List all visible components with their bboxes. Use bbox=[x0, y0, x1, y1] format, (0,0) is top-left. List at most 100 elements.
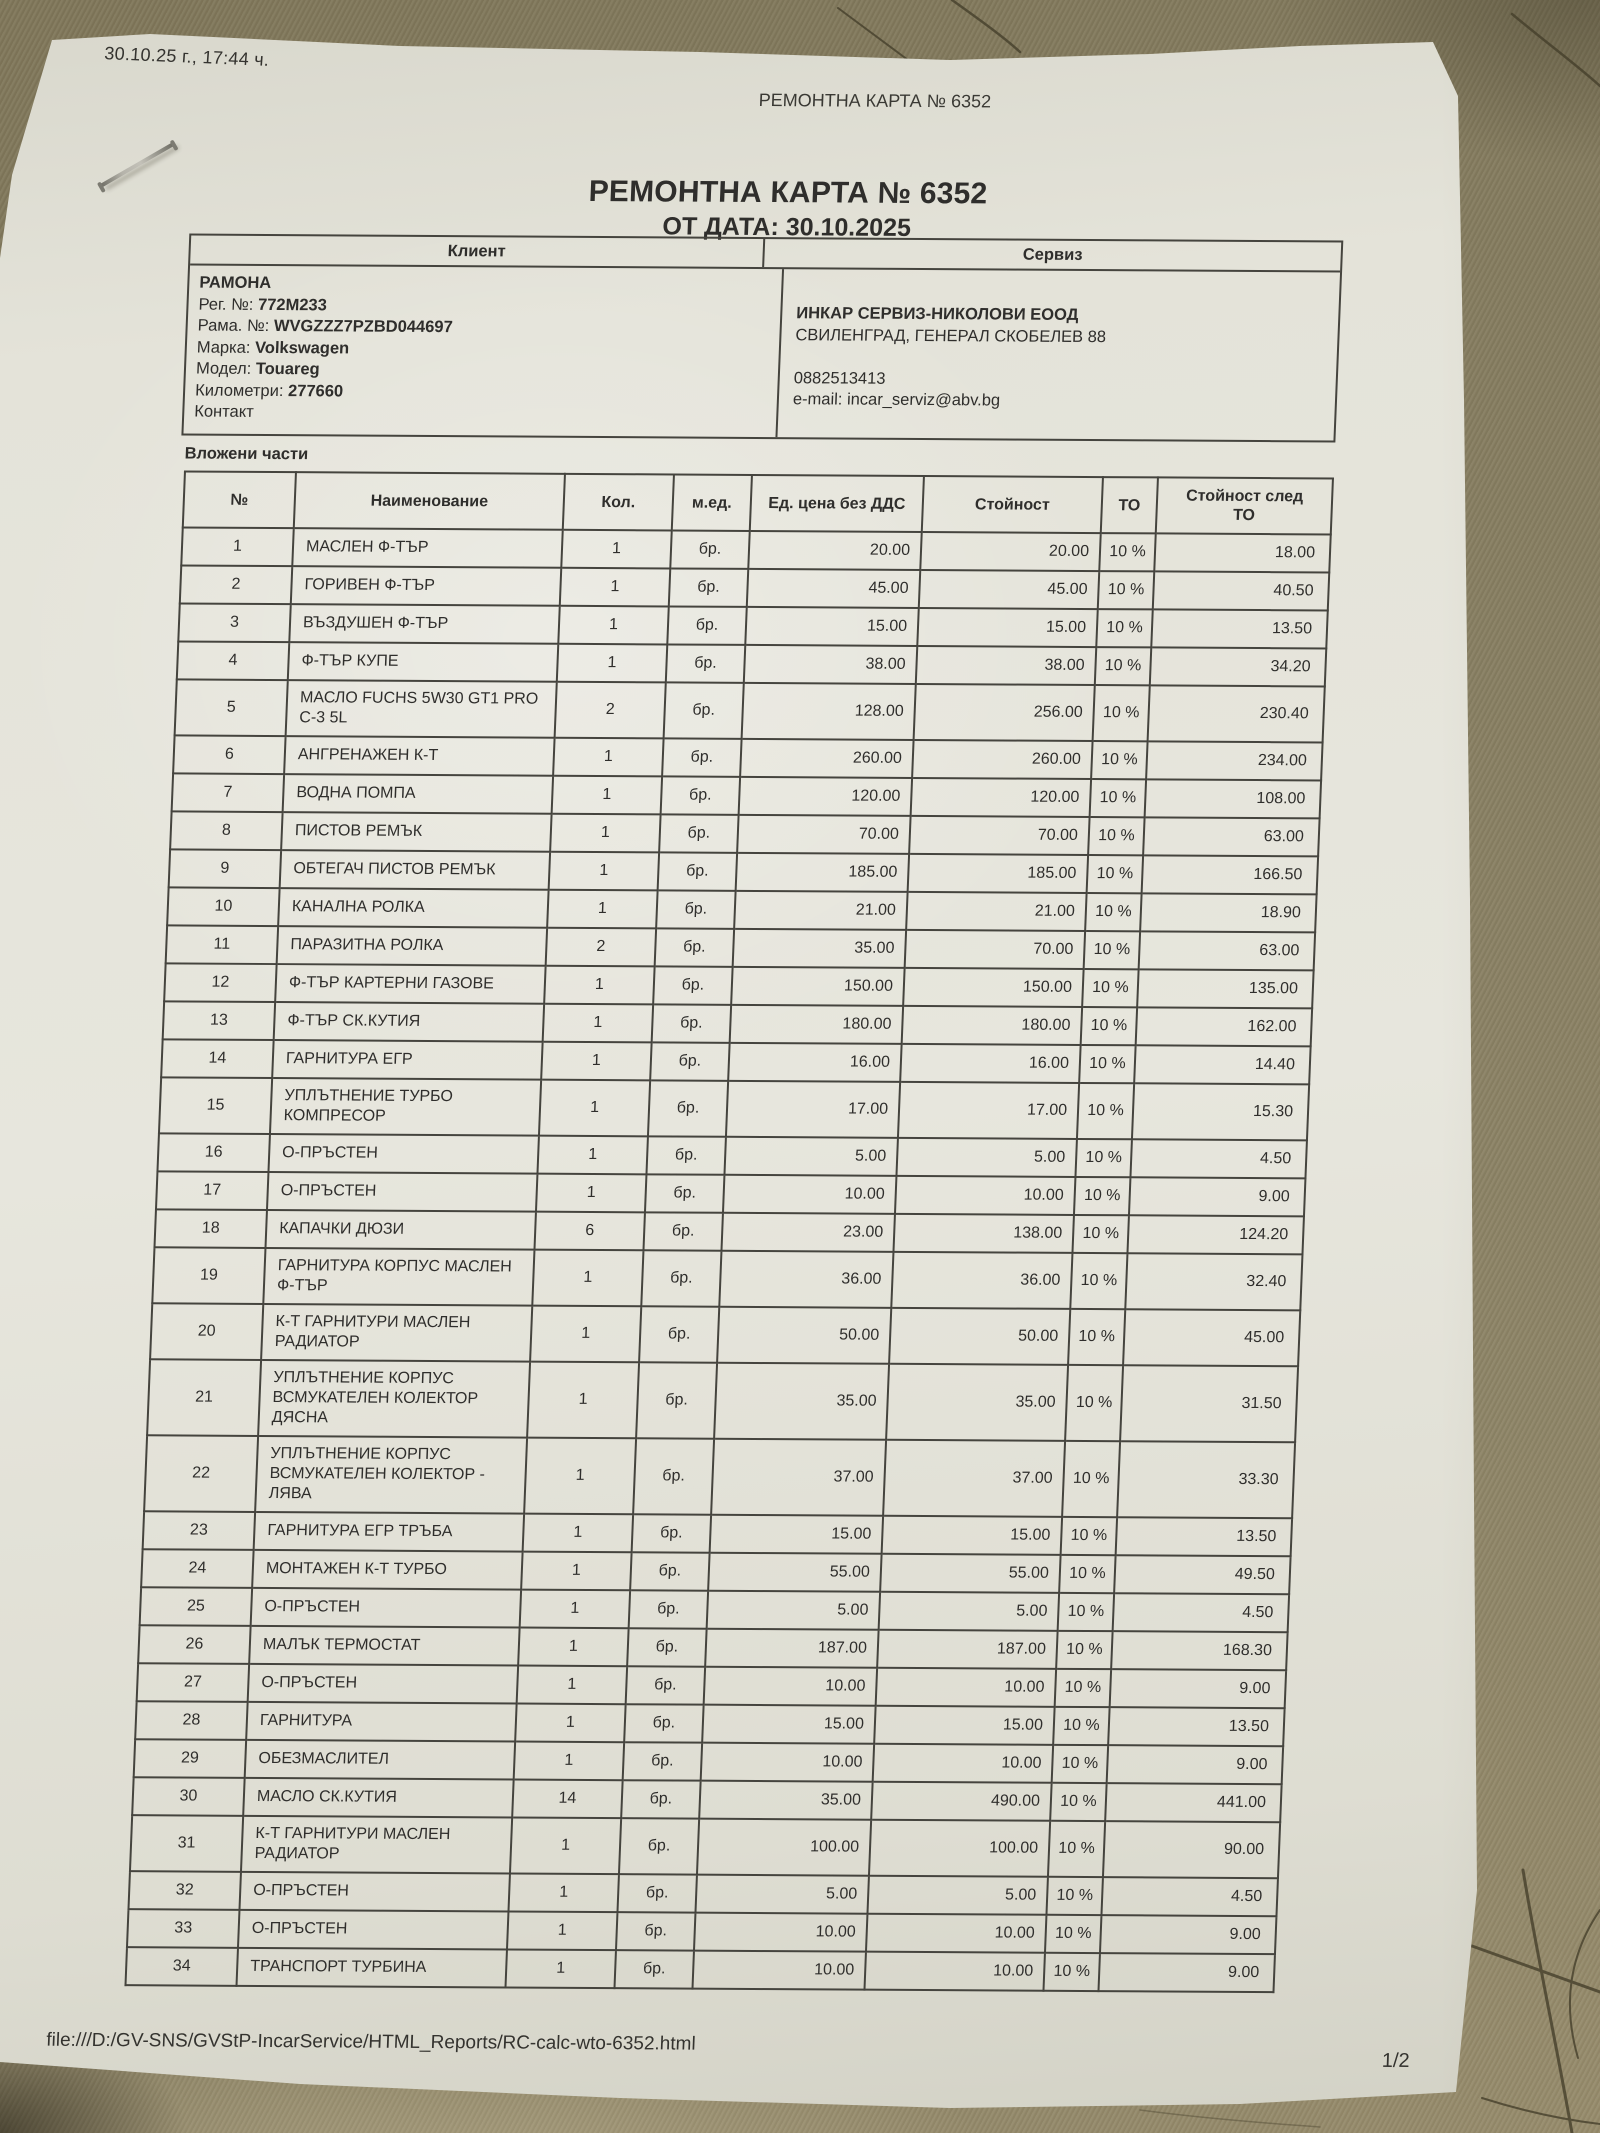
parts-cell: 10 % bbox=[1082, 968, 1139, 1008]
parts-cell: ГОРИВЕН Ф-ТЪР bbox=[290, 566, 562, 606]
parts-cell: 1 bbox=[538, 1079, 651, 1137]
parts-cell: 15 bbox=[158, 1077, 273, 1135]
parts-cell: бр. bbox=[621, 1780, 701, 1819]
parts-cell: ПАРАЗИТНА РОЛКА bbox=[276, 926, 548, 966]
footer-file-url: file:///D:/GV-SNS/GVStP-IncarService/HTM… bbox=[45, 2029, 697, 2055]
parts-cell: 29 bbox=[133, 1739, 247, 1778]
parts-cell: 38.00 bbox=[915, 645, 1097, 686]
parts-section-label: Вложени части bbox=[184, 444, 309, 464]
parts-cell: 10 % bbox=[1097, 571, 1155, 610]
parts-cell: ВОДНА ПОМПА bbox=[282, 774, 554, 814]
parts-cell: бр. bbox=[646, 1136, 726, 1175]
parts-cell: 10 % bbox=[1054, 1668, 1112, 1708]
parts-cell: 16.00 bbox=[728, 1042, 902, 1082]
parts-cell: 16.00 bbox=[900, 1043, 1081, 1083]
parts-cell: Ф-ТЪР СК.КУТИЯ bbox=[273, 1002, 545, 1042]
parts-table-header-row: № Наименование Кол. м.ед. Ед. цена без ДДС Ст… bbox=[182, 471, 1333, 535]
parts-cell: К-Т ГАРНИТУРИ МАСЛЕН РАДИАТОР bbox=[261, 1303, 533, 1362]
parts-cell: 10 % bbox=[1088, 817, 1145, 856]
parts-cell: 185.00 bbox=[735, 852, 910, 892]
parts-cell: 9.00 bbox=[1128, 1177, 1306, 1217]
parts-cell: 36.00 bbox=[891, 1251, 1073, 1309]
parts-cell: 15.00 bbox=[745, 606, 919, 646]
parts-cell: бр. bbox=[617, 1874, 697, 1913]
parts-cell: 10 % bbox=[1072, 1214, 1129, 1254]
parts-cell: 16 bbox=[157, 1133, 270, 1173]
parts-cell: 9.00 bbox=[1098, 1953, 1275, 1993]
parts-cell: 13.50 bbox=[1108, 1707, 1285, 1747]
parts-cell: 14.40 bbox=[1134, 1045, 1311, 1085]
parts-cell: 100.00 bbox=[868, 1819, 1051, 1877]
parts-cell: 36.00 bbox=[719, 1250, 894, 1308]
parts-cell: 11 bbox=[165, 925, 279, 965]
parts-cell: ОБТЕГАЧ ПИСТОВ РЕМЪК bbox=[279, 850, 551, 890]
client-service-box: Клиент Сервиз РАМОНА Рег. №: 772М233 Рама.… bbox=[181, 233, 1344, 443]
parts-cell: 15.00 bbox=[874, 1705, 1055, 1745]
parts-cell: 1 bbox=[544, 965, 655, 1005]
parts-cell: О-ПРЪСТЕН bbox=[247, 1663, 519, 1704]
parts-cell: 31.50 bbox=[1120, 1365, 1299, 1443]
parts-cell: 5 bbox=[174, 679, 288, 737]
parts-cell: 1 bbox=[524, 1437, 637, 1515]
parts-cell: О-ПРЪСТЕН bbox=[250, 1587, 522, 1628]
parts-cell: 138.00 bbox=[893, 1213, 1074, 1253]
parts-cell: бр. bbox=[668, 568, 749, 607]
parts-cell: бр. bbox=[653, 966, 733, 1005]
parts-cell: 10.00 bbox=[894, 1175, 1076, 1215]
parts-cell: О-ПРЪСТЕН bbox=[239, 1871, 510, 1912]
table-row: 21 УПЛЪТНЕНИЕ КОРПУС ВСМУКАТЕЛЕН КОЛЕКТОР… bbox=[147, 1359, 1299, 1443]
col-header: № bbox=[182, 471, 296, 529]
parts-cell: 260.00 bbox=[740, 738, 914, 778]
parts-cell: 10 % bbox=[1080, 1006, 1138, 1046]
parts-cell: 124.20 bbox=[1127, 1215, 1304, 1255]
parts-cell: 20.00 bbox=[920, 531, 1101, 572]
parts-cell: 40.50 bbox=[1152, 571, 1330, 611]
client-line: Километри: 277660 bbox=[194, 381, 344, 400]
parts-cell: 10 % bbox=[1051, 1744, 1109, 1784]
parts-cell: 20.00 bbox=[748, 530, 922, 570]
parts-cell: 1 bbox=[506, 1911, 618, 1951]
parts-cell: 35.00 bbox=[714, 1362, 890, 1440]
service-line: e-mail: incar_serviz@abv.bg bbox=[792, 390, 1001, 410]
col-header: м.ед. bbox=[671, 474, 752, 531]
parts-cell: 55.00 bbox=[708, 1552, 882, 1592]
parts-cell: 187.00 bbox=[877, 1629, 1058, 1669]
parts-cell: 10.00 bbox=[864, 1951, 1045, 1991]
parts-cell: 1 bbox=[518, 1627, 629, 1667]
parts-cell: 1 bbox=[519, 1589, 631, 1629]
parts-cell: бр. bbox=[665, 644, 746, 683]
parts-cell: 10 % bbox=[1085, 893, 1142, 932]
parts-cell: 15.00 bbox=[917, 607, 1098, 648]
parts-cell: 7 bbox=[171, 773, 285, 813]
parts-cell: 10 % bbox=[1070, 1252, 1128, 1310]
parts-cell: 45.00 bbox=[746, 568, 921, 608]
parts-cell: 27 bbox=[136, 1663, 250, 1702]
parts-cell: 1 bbox=[505, 1949, 616, 1989]
parts-cell: 9.00 bbox=[1099, 1915, 1277, 1955]
col-header: Стойност bbox=[921, 476, 1103, 534]
parts-cell: 50.00 bbox=[889, 1307, 1071, 1365]
parts-cell: АНГРЕНАЖЕН К-Т bbox=[284, 736, 555, 776]
parts-cell: 21 bbox=[147, 1359, 262, 1436]
parts-cell: 4.50 bbox=[1101, 1877, 1278, 1917]
parts-cell: 10.00 bbox=[700, 1742, 875, 1782]
parts-cell: 34 bbox=[125, 1947, 238, 1986]
parts-cell: 10 % bbox=[1046, 1876, 1103, 1916]
parts-cell: 30 bbox=[132, 1777, 245, 1816]
parts-cell: 10 % bbox=[1096, 609, 1153, 648]
parts-cell: 162.00 bbox=[1135, 1007, 1313, 1047]
parts-cell: 10.00 bbox=[865, 1913, 1047, 1953]
parts-cell: К-Т ГАРНИТУРИ МАСЛЕН РАДИАТОР bbox=[240, 1815, 513, 1874]
parts-cell: 1 bbox=[530, 1305, 642, 1363]
parts-cell: бр. bbox=[615, 1912, 696, 1951]
parts-cell: 10.00 bbox=[692, 1950, 866, 1990]
parts-cell: 33 bbox=[126, 1909, 240, 1948]
parts-cell: 1 bbox=[515, 1703, 626, 1743]
client-line: Контакт bbox=[193, 402, 255, 421]
parts-cell: ТРАНСПОРТ ТУРБИНА bbox=[236, 1947, 507, 1988]
parts-cell: 37.00 bbox=[711, 1438, 887, 1516]
parts-cell: бр. bbox=[662, 738, 742, 777]
parts-cell: 256.00 bbox=[913, 683, 1095, 742]
